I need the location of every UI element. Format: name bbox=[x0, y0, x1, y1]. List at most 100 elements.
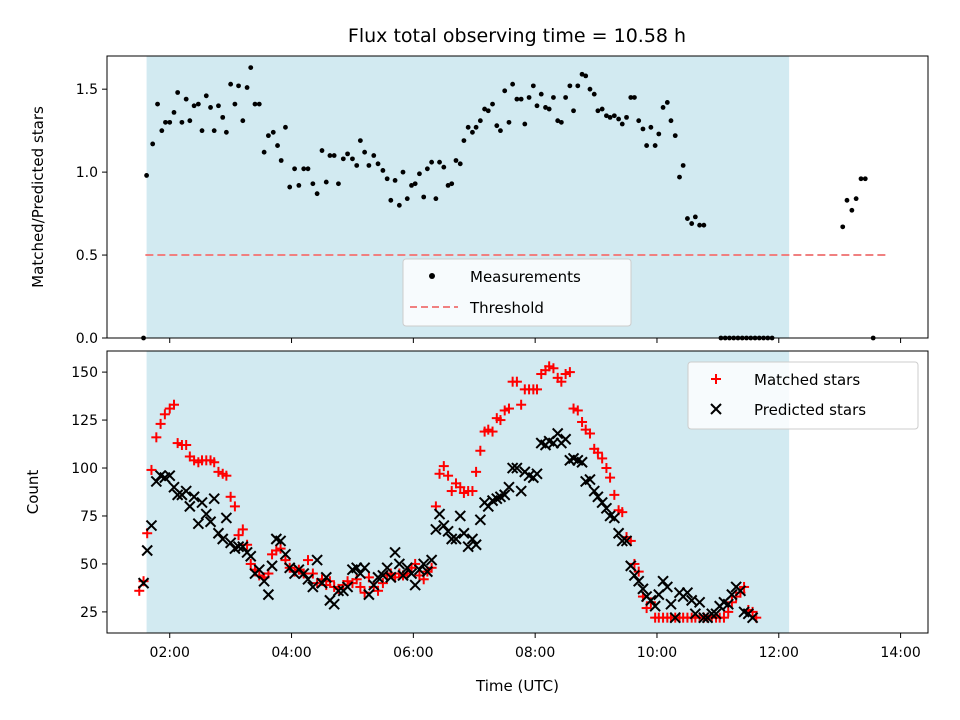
measurement-point bbox=[314, 191, 320, 197]
count-y-tick-label: 100 bbox=[71, 461, 98, 477]
legend-predicted-marker bbox=[710, 403, 722, 415]
predicted-star-point bbox=[204, 516, 217, 528]
measurement-point bbox=[252, 101, 258, 107]
predicted-star-point bbox=[584, 473, 596, 486]
matched-star-point bbox=[629, 558, 640, 569]
matched-star-point bbox=[168, 399, 179, 410]
measurement-point bbox=[292, 166, 297, 172]
predicted-star-point bbox=[389, 546, 401, 559]
predicted-star-point bbox=[302, 573, 314, 585]
measurement-point bbox=[677, 174, 682, 180]
predicted-star-point bbox=[266, 560, 278, 572]
matched-star-point bbox=[503, 403, 514, 414]
matched-star-point bbox=[233, 530, 244, 541]
measurement-point bbox=[473, 124, 479, 130]
predicted-star-point bbox=[466, 533, 479, 545]
measurement-point bbox=[591, 91, 597, 97]
matched-star-point bbox=[572, 405, 583, 416]
predicted-star-point bbox=[316, 577, 328, 589]
ratio-x-ticks bbox=[169, 338, 902, 343]
predicted-star-point bbox=[311, 554, 323, 566]
measurement-point bbox=[445, 182, 451, 188]
measurement-point bbox=[433, 196, 439, 202]
matched-star-point bbox=[229, 501, 240, 512]
measurement-point bbox=[518, 96, 524, 102]
count-y-tick-label: 75 bbox=[80, 509, 98, 525]
predicted-star-point bbox=[145, 519, 158, 532]
measurement-point bbox=[611, 113, 617, 119]
legend-matched-label: Matched stars bbox=[754, 371, 860, 389]
count-y-tick-label: 50 bbox=[80, 557, 98, 573]
measurement-point bbox=[599, 106, 605, 112]
measurement-point bbox=[417, 171, 422, 177]
measurement-point bbox=[587, 86, 593, 92]
ratio-y-tick-label: 1.5 bbox=[76, 82, 98, 98]
x-tick-label: 04:00 bbox=[271, 645, 311, 661]
predicted-star-point bbox=[576, 456, 588, 468]
predicted-star-point bbox=[200, 508, 212, 520]
matched-star-point bbox=[446, 486, 457, 497]
matched-star-point bbox=[617, 507, 628, 518]
predicted-star-point bbox=[368, 579, 380, 591]
predicted-star-point bbox=[137, 577, 150, 589]
measurement-point bbox=[640, 126, 646, 132]
measurement-point bbox=[278, 158, 284, 163]
measurement-point bbox=[380, 168, 386, 173]
matched-star-point bbox=[159, 409, 170, 420]
measurement-point bbox=[240, 118, 246, 124]
measurement-point bbox=[191, 103, 197, 109]
measurement-point bbox=[571, 108, 576, 114]
measurement-point bbox=[310, 181, 316, 187]
x-tick-label: 08:00 bbox=[515, 645, 555, 661]
predicted-star-point bbox=[405, 567, 418, 580]
measurement-point bbox=[232, 101, 238, 107]
measurement-point bbox=[595, 108, 601, 114]
predicted-star-point bbox=[320, 571, 332, 584]
count-panel: 25 50 75 100 125 150 02:00 04:00 06:00 08:00 10:0… bbox=[24, 350, 929, 695]
matched-star-point bbox=[438, 461, 449, 472]
predicted-star-point bbox=[506, 462, 519, 474]
measurement-point bbox=[265, 133, 271, 139]
measurement-point bbox=[862, 176, 868, 182]
predicted-star-point bbox=[262, 588, 275, 601]
measurement-point bbox=[453, 158, 459, 163]
measurement-point bbox=[354, 163, 360, 168]
matched-star-point bbox=[487, 426, 498, 437]
measurement-point bbox=[287, 184, 293, 190]
measurement-point bbox=[150, 141, 156, 147]
ratio-y-axis: 0.0 0.5 1.0 1.5 bbox=[76, 82, 107, 347]
measurement-point bbox=[171, 110, 177, 115]
predicted-star-point bbox=[358, 562, 371, 574]
predicted-star-point bbox=[632, 575, 645, 587]
matched-star-point bbox=[275, 543, 286, 554]
predicted-star-point bbox=[588, 485, 600, 497]
measurement-point bbox=[236, 83, 241, 89]
measurement-point bbox=[256, 101, 262, 107]
measurement-point bbox=[494, 123, 500, 129]
matched-star-point bbox=[609, 489, 620, 500]
predicted-star-point bbox=[681, 587, 694, 599]
matched-star-point bbox=[467, 486, 478, 497]
ratio-y-tick-label: 0.0 bbox=[76, 331, 98, 347]
matched-star-point bbox=[471, 466, 482, 477]
predicted-star-point bbox=[726, 588, 738, 601]
matched-star-point bbox=[225, 491, 236, 502]
matched-star-point bbox=[146, 464, 157, 475]
measurement-point bbox=[522, 121, 528, 127]
matched-star-point bbox=[475, 445, 486, 456]
matched-star-point bbox=[355, 581, 366, 592]
predicted-star-point bbox=[499, 489, 511, 501]
measurement-point bbox=[362, 149, 368, 155]
predicted-star-point bbox=[531, 468, 543, 480]
measurement-point bbox=[530, 83, 536, 89]
predicted-star-point bbox=[307, 581, 319, 593]
measurement-point bbox=[636, 118, 642, 124]
predicted-star-point bbox=[421, 565, 434, 578]
measurement-point bbox=[701, 222, 707, 228]
matched-star-point bbox=[605, 472, 616, 483]
legend-threshold-label: Threshold bbox=[469, 299, 544, 317]
measurement-point bbox=[567, 83, 573, 89]
x-tick-label: 02:00 bbox=[150, 645, 190, 661]
x-axis-label: Time (UTC) bbox=[475, 677, 559, 695]
